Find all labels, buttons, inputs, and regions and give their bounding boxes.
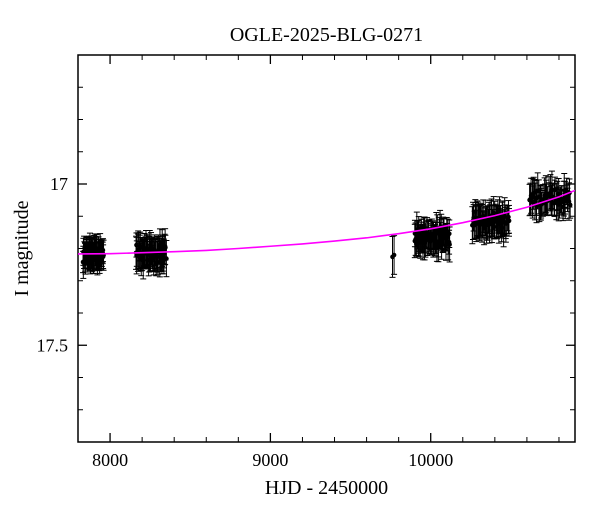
data-point: [163, 245, 168, 250]
xtick-label: 9000: [252, 450, 288, 470]
ytick-label: 17.5: [37, 335, 69, 355]
ytick-label: 17: [50, 174, 68, 194]
data-point: [392, 253, 397, 258]
data-point: [164, 256, 169, 261]
xtick-label: 8000: [92, 450, 128, 470]
light-curve-chart: 8000 9000 10000 17.5 17 OGLE-2025-BLG-0271 HJD…: [0, 0, 600, 512]
xtick-label: 10000: [408, 450, 453, 470]
x-axis-label: HJD - 2450000: [265, 477, 388, 499]
chart-title: OGLE-2025-BLG-0271: [230, 24, 423, 46]
chart-container: 8000 9000 10000 17.5 17 OGLE-2025-BLG-0271 HJD…: [0, 0, 600, 512]
data-point: [447, 242, 452, 247]
y-axis-label: I magnitude: [11, 200, 33, 296]
data-point: [568, 203, 573, 208]
data-point: [507, 219, 512, 224]
